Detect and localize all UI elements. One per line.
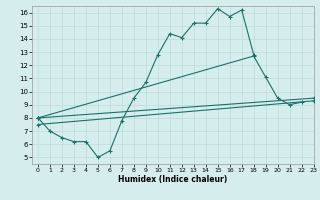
X-axis label: Humidex (Indice chaleur): Humidex (Indice chaleur) xyxy=(118,175,228,184)
